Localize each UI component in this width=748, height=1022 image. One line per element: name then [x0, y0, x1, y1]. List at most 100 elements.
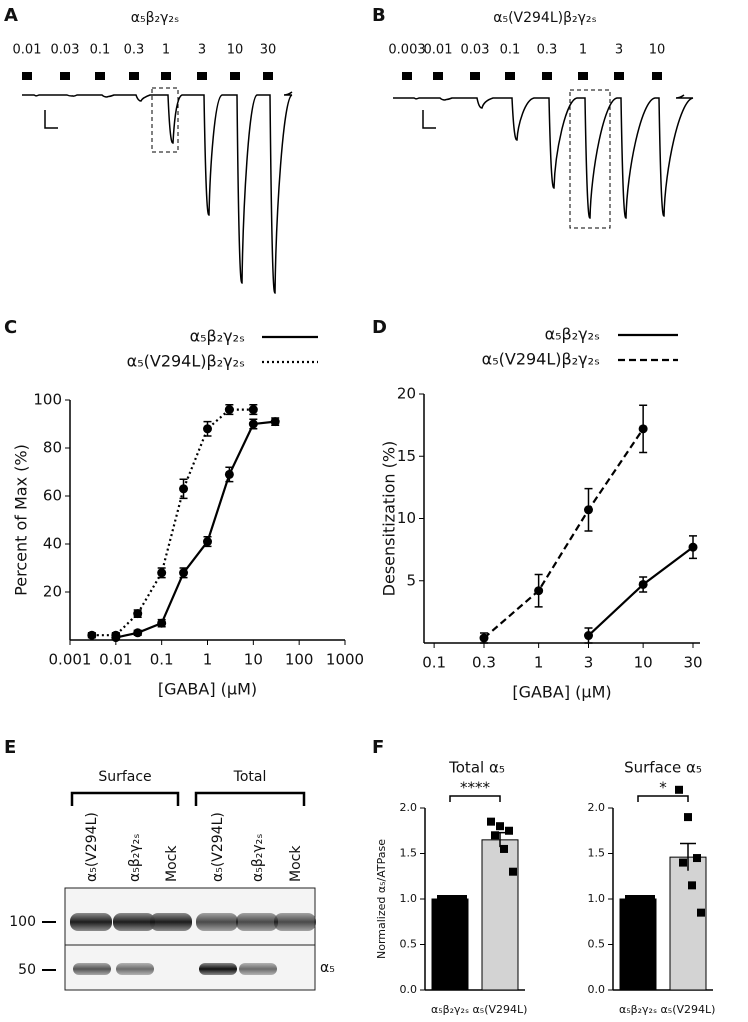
data-point	[505, 826, 513, 835]
panel-label: F	[372, 737, 384, 758]
y-tick-label: 15	[397, 447, 416, 465]
data-point	[111, 630, 121, 640]
band	[150, 913, 192, 931]
highlight-box	[569, 89, 611, 229]
y-tick-label: 2.0	[588, 801, 606, 814]
y-tick-label: 100	[33, 391, 62, 409]
data-point	[688, 881, 696, 890]
blot-group: Total	[233, 769, 267, 785]
concentration-label: 10	[649, 43, 666, 58]
data-point	[583, 631, 593, 641]
x-tick-label: α₅β₂γ₂ₛ	[431, 1003, 469, 1016]
data-point	[638, 895, 646, 903]
panel-label: D	[372, 317, 387, 338]
data-point	[87, 630, 97, 640]
data-point	[224, 405, 234, 415]
x-tick-label: 0.3	[472, 654, 496, 672]
data-point	[684, 813, 692, 822]
concentration-label: 3	[198, 43, 206, 58]
legend-label: α₅(V294L)β₂γ₂ₛ	[482, 350, 600, 369]
concentration-label: 10	[227, 43, 244, 58]
application-bar	[433, 72, 443, 80]
concentration-label: 0.03	[461, 43, 490, 58]
legend-label: α₅β₂γ₂ₛ	[545, 325, 600, 344]
chart-title: Surface α₅	[624, 759, 702, 777]
y-tick-label: 5	[406, 571, 416, 589]
band	[274, 913, 316, 931]
lane-label: α₅(V294L)	[84, 812, 100, 882]
lane-label: Mock	[164, 845, 180, 882]
data-point	[638, 424, 648, 434]
lane-label: Mock	[288, 845, 304, 882]
band	[73, 963, 111, 975]
x-tick-label: 0.001	[49, 651, 92, 669]
trace-title: α₅(V294L)β₂γ₂ₛ	[493, 10, 597, 26]
x-tick-label: 1	[203, 651, 213, 669]
x-tick-label: α₅(V294L)	[473, 1003, 528, 1016]
marker-label: 50	[18, 962, 36, 978]
application-bar	[652, 72, 662, 80]
band	[196, 913, 238, 931]
significance: *	[659, 779, 667, 797]
data-point	[487, 817, 495, 826]
data-point	[133, 609, 143, 619]
data-point	[179, 568, 189, 578]
fit-line	[91, 408, 254, 637]
current-trace	[22, 91, 293, 294]
x-tick-label: 1000	[326, 651, 364, 669]
application-bar	[402, 72, 412, 80]
y-tick-label: 1.5	[588, 847, 606, 860]
band	[199, 963, 237, 975]
data-point	[509, 867, 517, 876]
scale-bar	[44, 110, 58, 129]
concentration-label: 0.03	[51, 43, 80, 58]
marker-label: 100	[9, 914, 36, 930]
data-point	[629, 895, 637, 903]
data-point	[647, 895, 655, 903]
data-point	[491, 831, 499, 840]
y-tick-label: 1.0	[588, 892, 606, 905]
data-point	[496, 822, 504, 831]
legend-label: α₅(V294L)β₂γ₂ₛ	[127, 352, 245, 371]
application-bar	[505, 72, 515, 80]
application-bar	[95, 72, 105, 80]
band	[113, 913, 155, 931]
legend-label: α₅β₂γ₂ₛ	[190, 327, 245, 346]
y-axis-label: Desensitization (%)	[380, 441, 399, 597]
y-tick-label: 20	[397, 385, 416, 403]
blot	[64, 887, 316, 991]
y-tick-label: 10	[397, 509, 416, 527]
y-tick-label: 60	[43, 487, 62, 505]
y-axis-label: Normalized α₅/ATPase	[375, 839, 388, 959]
significance-bracket	[637, 795, 689, 802]
data-point	[693, 854, 701, 863]
application-bar	[578, 72, 588, 80]
concentration-label: 0.1	[90, 43, 111, 58]
panel-label: A	[4, 5, 18, 26]
data-point	[248, 419, 258, 429]
lane-label: α₅β₂γ₂ₛ	[250, 833, 266, 882]
blot-group: Surface	[98, 769, 151, 785]
x-tick-label: 0.1	[422, 654, 446, 672]
y-tick-label: 1.0	[400, 892, 418, 905]
concentration-label: 1	[162, 43, 170, 58]
data-point	[133, 628, 143, 638]
x-tick-label: α₅(V294L)	[661, 1003, 716, 1016]
bar	[619, 898, 657, 991]
bracket	[70, 791, 306, 806]
y-tick-label: 2.0	[400, 801, 418, 814]
application-bar	[197, 72, 207, 80]
data-point	[697, 908, 705, 917]
data-point	[459, 895, 467, 903]
y-tick-label: 20	[43, 583, 62, 601]
concentration-label: 0.3	[537, 43, 558, 58]
concentration-label: 0.01	[424, 43, 453, 58]
data-point	[534, 586, 544, 596]
band	[236, 913, 278, 931]
fit-line	[483, 428, 645, 639]
data-point	[638, 579, 648, 589]
band	[70, 913, 112, 931]
bar	[431, 898, 469, 991]
data-point	[224, 469, 234, 479]
